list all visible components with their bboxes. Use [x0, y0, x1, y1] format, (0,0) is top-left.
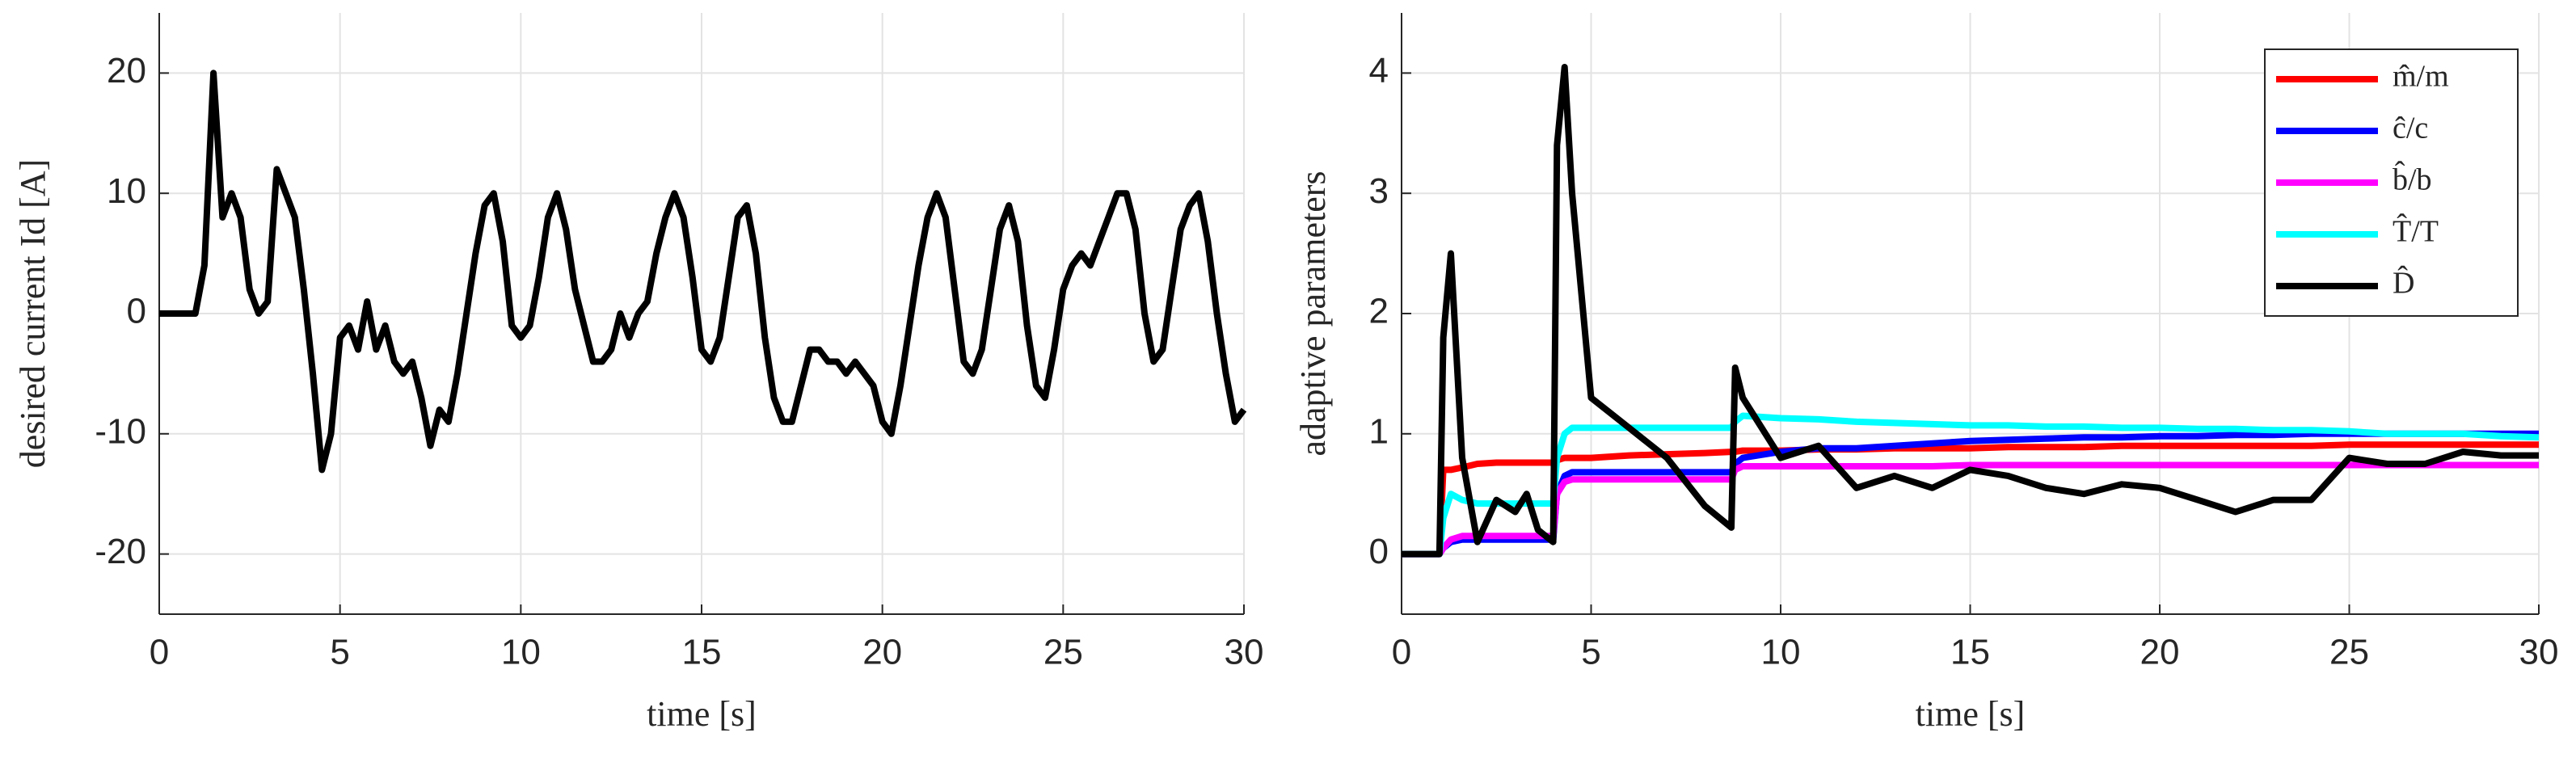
x-tick-label: 10 [1761, 633, 1801, 672]
x-tick-label: 5 [1581, 633, 1600, 672]
x-tick-label: 0 [150, 633, 169, 672]
y-tick-label: 20 [107, 51, 146, 91]
x-tick-label: 15 [1950, 633, 1990, 672]
y-tick-label: -20 [95, 532, 146, 571]
x-tick-label: 0 [1392, 633, 1411, 672]
data-line [1402, 64, 2539, 558]
y-tick-label: 4 [1369, 51, 1389, 91]
legend-label: D̂ [2393, 265, 2414, 300]
data-line [159, 69, 1247, 474]
x-tick-label: 25 [1043, 633, 1083, 672]
data-line [1402, 430, 2539, 558]
x-tick-label: 20 [862, 633, 902, 672]
x-tick-label: 30 [1225, 633, 1264, 672]
y-axis-label: desired current Id [A] [13, 159, 53, 468]
x-tick-label: 5 [330, 633, 349, 672]
y-tick-label: 1 [1369, 411, 1389, 451]
y-tick-label: -10 [95, 411, 146, 451]
legend-label: b̂/b [2393, 161, 2432, 197]
x-tick-label: 15 [682, 633, 722, 672]
x-tick-label: 30 [2519, 633, 2559, 672]
x-tick-label: 25 [2329, 633, 2369, 672]
x-axis-label: time [s] [1916, 694, 2026, 734]
legend-label: ĉ/c [2393, 112, 2428, 145]
legend-label: T̂/T [2393, 213, 2439, 248]
data-line [1402, 412, 2540, 558]
data-line [1402, 461, 2539, 558]
x-tick-label: 10 [501, 633, 541, 672]
y-tick-label: 2 [1369, 292, 1389, 331]
y-tick-label: 0 [127, 292, 146, 331]
x-axis-label: time [s] [647, 694, 757, 734]
y-axis-label: adaptive parameters [1293, 171, 1333, 456]
y-tick-label: 0 [1369, 532, 1389, 571]
legend-label: m̂/m [2393, 60, 2449, 94]
y-tick-label: 3 [1369, 171, 1389, 211]
data-line [1402, 441, 2539, 558]
y-tick-label: 10 [107, 171, 146, 211]
x-tick-label: 20 [2140, 633, 2180, 672]
